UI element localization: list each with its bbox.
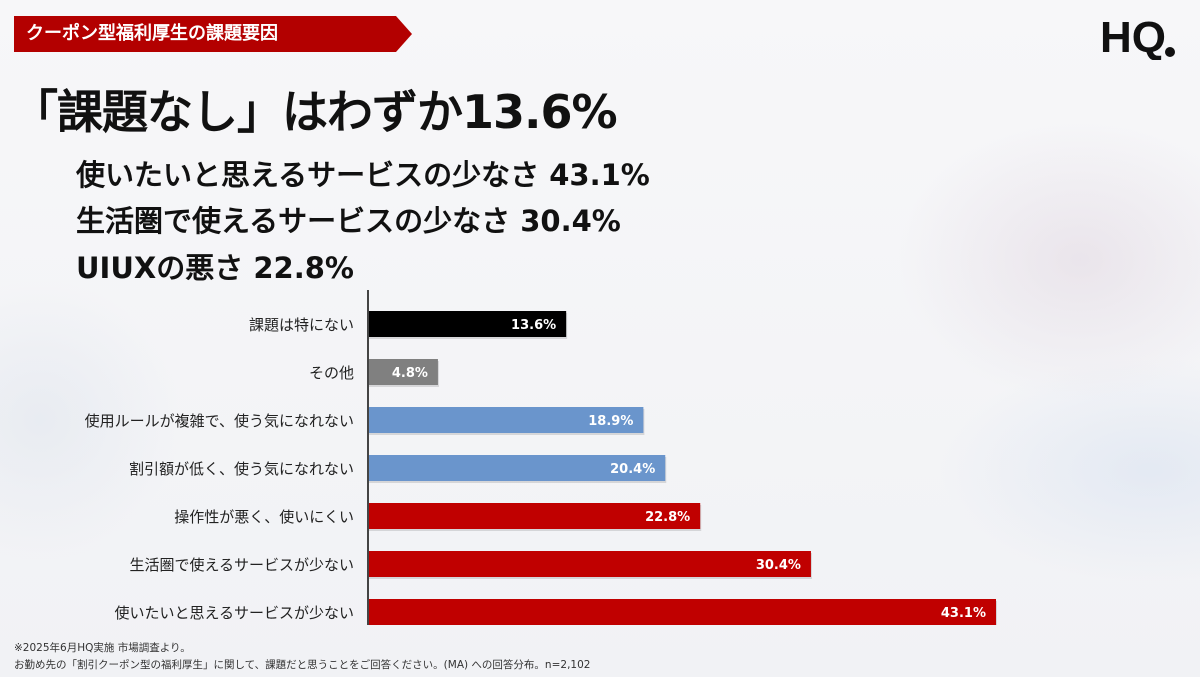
bar-value-label: 30.4% [756, 558, 801, 573]
category-label: 課題は特にない [249, 316, 354, 334]
sub-point-1: 使いたいと思えるサービスの少なさ 43.1% [76, 158, 650, 192]
logo-text: HQ [1100, 14, 1166, 60]
category-label: その他 [309, 364, 354, 382]
bar-value-label: 22.8% [645, 510, 690, 525]
bar [368, 551, 811, 577]
bar-value-label: 43.1% [941, 606, 986, 621]
bar [368, 311, 567, 337]
bar [368, 359, 438, 385]
category-label: 使いたいと思えるサービスが少ない [114, 604, 354, 622]
bar-value-label: 4.8% [392, 366, 428, 381]
section-tag: クーポン型福利厚生の課題要因 [14, 16, 412, 52]
category-label: 使用ルールが複雑で、使う気になれない [85, 412, 354, 430]
bar [368, 455, 666, 481]
sub-point-2: 生活圏で使えるサービスの少なさ 30.4% [76, 204, 621, 238]
bar-chart: 課題は特にない 13.6% その他 4.8% 使用ルールが複雑で、使う気になれない 18.… [85, 290, 997, 625]
bar [368, 407, 644, 433]
footnote-source: ※2025年6月HQ実施 市場調査より。 [14, 642, 191, 654]
category-label: 生活圏で使えるサービスが少ない [129, 556, 354, 574]
bar-value-label: 18.9% [588, 414, 633, 429]
category-label: 割引額が低く、使う気になれない [129, 460, 354, 478]
bar-value-label: 20.4% [610, 462, 655, 477]
footnote-question: お勤め先の「割引クーポン型の福利厚生」に関して、課題だと思うことをご回答ください… [14, 659, 591, 671]
sub-point-3: UIUXの悪さ 22.8% [76, 251, 354, 285]
bar [368, 599, 996, 625]
page-headline: 「課題なし」はわずか13.6% [12, 85, 618, 139]
bar-value-label: 13.6% [511, 318, 556, 333]
bar [368, 503, 701, 529]
hq-logo: HQ [1100, 14, 1175, 60]
category-label: 操作性が悪く、使いにくい [174, 508, 354, 526]
